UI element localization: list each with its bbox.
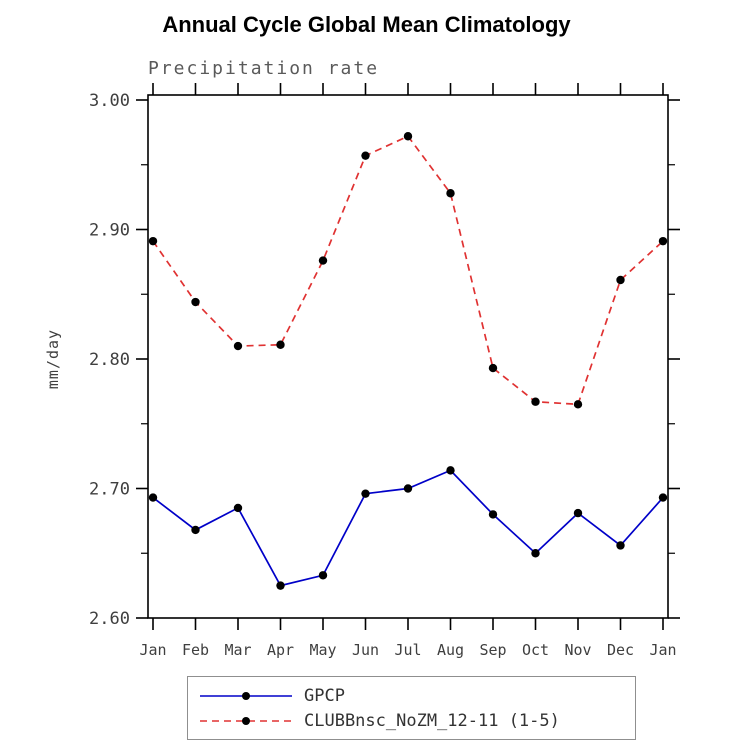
x-tick-label: May <box>309 641 336 659</box>
y-tick-label: 2.70 <box>89 480 130 500</box>
data-point <box>361 489 370 498</box>
data-point <box>318 256 328 265</box>
legend-marker-dot <box>242 716 250 725</box>
x-tick-label: Jul <box>394 641 421 659</box>
legend-sample-gpcp <box>200 691 292 700</box>
data-point <box>658 493 668 502</box>
plot-subtitle: Precipitation rate <box>148 58 380 79</box>
y-axis-title: mm/day <box>44 329 62 389</box>
data-point <box>361 151 370 160</box>
data-point <box>318 571 328 580</box>
data-point <box>148 236 158 246</box>
data-point <box>531 549 540 558</box>
data-point <box>148 493 158 502</box>
data-point <box>658 236 668 246</box>
data-point <box>573 508 583 518</box>
data-point <box>403 132 413 141</box>
y-tick-label: 3.00 <box>89 91 130 111</box>
legend-label: GPCP <box>304 685 345 706</box>
data-point <box>616 275 625 285</box>
legend-sample-clubbnsc <box>200 716 292 725</box>
line-chart: mm/day Jan Feb Mar Apr May Jun Jul Aug Sep Oct Nov… <box>44 83 680 659</box>
data-point <box>488 510 498 519</box>
data-point <box>233 341 243 351</box>
data-point <box>191 297 200 307</box>
legend-item-clubbnsc: CLUBBnsc_NoZM_12-11 (1-5) <box>198 709 625 733</box>
y-tick-label: 2.90 <box>89 221 130 241</box>
y-tick-label: 2.80 <box>89 350 130 370</box>
x-tick-label: Aug <box>437 641 464 659</box>
data-point <box>573 400 583 409</box>
plot-frame <box>147 94 669 619</box>
x-tick-label: Dec <box>607 641 634 659</box>
x-tick-label: Apr <box>267 641 294 659</box>
x-tick-label: Mar <box>224 641 251 659</box>
x-tick-label: Jun <box>352 641 379 659</box>
x-tick-label: Jan <box>139 641 166 659</box>
x-tick-label: Sep <box>479 641 506 659</box>
data-point <box>616 541 625 550</box>
x-tick-label: Feb <box>182 641 209 659</box>
legend: GPCP CLUBBnsc_NoZM_12-11 (1-5) <box>187 676 636 740</box>
x-tick-label: Jan <box>649 641 676 659</box>
series-line <box>152 135 664 406</box>
chart-layer: Jan Feb Mar Apr May Jun Jul Aug Sep Oct Nov Dec Jan 2… <box>89 83 680 659</box>
data-point <box>276 340 285 349</box>
x-tick-label: Nov <box>564 641 591 659</box>
data-point <box>446 466 455 475</box>
legend-label: CLUBBnsc_NoZM_12-11 (1-5) <box>304 710 560 731</box>
data-point <box>403 484 413 493</box>
legend-marker-dot <box>242 691 250 700</box>
data-point <box>233 503 243 513</box>
legend-item-gpcp: GPCP <box>198 684 625 708</box>
data-point <box>488 363 498 373</box>
page-title: Annual Cycle Global Mean Climatology <box>162 12 571 37</box>
x-tick-label: Oct <box>522 641 549 659</box>
data-point <box>446 189 455 198</box>
y-tick-label: 2.60 <box>89 609 130 629</box>
data-point <box>531 397 540 406</box>
data-point <box>276 581 285 590</box>
data-point <box>191 525 200 535</box>
